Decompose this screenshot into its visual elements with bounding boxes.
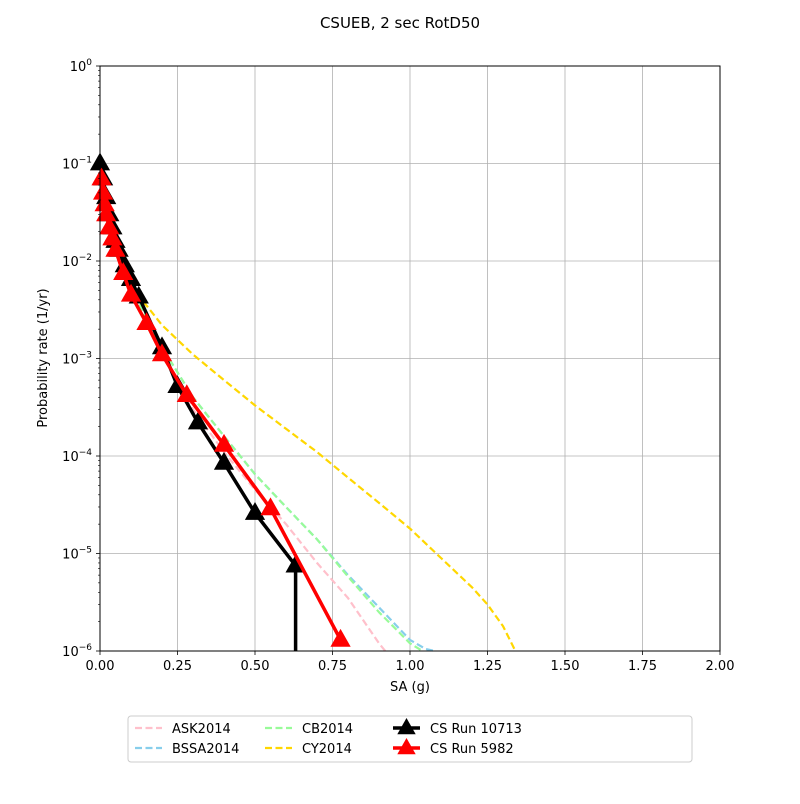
x-tick-label: 2.00 — [706, 659, 735, 674]
legend-label: CB2014 — [302, 722, 353, 737]
legend-label: CS Run 5982 — [430, 742, 514, 757]
series-marker-6 — [96, 203, 117, 222]
y-tick-base: 10 — [62, 645, 79, 660]
x-tick-label: 1.00 — [396, 659, 425, 674]
series-marker-6 — [330, 628, 351, 647]
series-marker-6 — [136, 312, 157, 331]
series-marker-5 — [244, 502, 266, 520]
y-tick-exponent: −4 — [79, 448, 93, 458]
series-marker-6 — [91, 167, 112, 186]
x-axis-label: SA (g) — [390, 680, 430, 695]
legend-label: ASK2014 — [172, 722, 231, 737]
legend-label: CY2014 — [302, 742, 352, 757]
series-line-1 — [98, 163, 387, 652]
series-marker-6 — [120, 283, 142, 302]
y-tick-base: 10 — [70, 60, 87, 75]
legend-marker — [397, 738, 416, 755]
plot-series — [89, 152, 517, 653]
series-line-2 — [98, 163, 436, 653]
y-tick-base: 10 — [62, 548, 79, 563]
y-tick-exponent: 0 — [86, 58, 92, 68]
series-marker-5 — [187, 411, 209, 430]
x-tick-label: 0.75 — [318, 659, 347, 674]
y-tick-exponent: −3 — [79, 351, 92, 361]
series-marker-6 — [99, 216, 120, 235]
y-tick-label: 10−6 — [62, 643, 92, 660]
legend-label: CS Run 10713 — [430, 722, 522, 737]
series-marker-6 — [151, 343, 173, 362]
y-tick-label: 10−3 — [62, 351, 92, 368]
x-tick-label: 1.75 — [628, 659, 657, 674]
series-marker-6 — [92, 181, 114, 200]
y-axis-label: Probability rate (1/yr) — [36, 288, 51, 427]
x-tick-label: 1.50 — [551, 659, 580, 674]
y-tick-label: 100 — [70, 58, 93, 75]
y-tick-label: 10−4 — [62, 448, 92, 465]
y-tick-base: 10 — [62, 158, 79, 173]
chart-title: CSUEB, 2 sec RotD50 — [320, 14, 480, 32]
x-tick-label: 0.25 — [163, 659, 192, 674]
series-marker-6 — [213, 433, 235, 452]
y-tick-label: 10−1 — [62, 156, 92, 173]
x-tick-label: 0.50 — [241, 659, 270, 674]
series-marker-6 — [113, 262, 134, 281]
legend-marker — [397, 718, 416, 735]
y-tick-label: 10−5 — [62, 546, 92, 563]
series-line-3 — [98, 163, 423, 652]
series-marker-6 — [105, 238, 126, 257]
y-tick-base: 10 — [62, 353, 79, 368]
series-marker-6 — [176, 384, 197, 403]
axes: 0.00 0.25 0.50 0.75 1.00 1.25 1.50 1.75 2.001001… — [62, 58, 734, 674]
series-marker-6 — [102, 227, 123, 246]
y-tick-exponent: −6 — [79, 643, 93, 653]
series-marker-6 — [260, 497, 281, 516]
y-tick-exponent: −5 — [79, 546, 92, 556]
x-tick-label: 1.25 — [473, 659, 502, 674]
y-tick-base: 10 — [62, 255, 79, 270]
grid — [99, 65, 721, 652]
legend-label: BSSA2014 — [172, 742, 239, 757]
legend: ASK2014 BSSA2014 CB2014 CY2014 CS Run 10713 C… — [127, 715, 693, 763]
series-marker-5 — [213, 451, 235, 470]
y-tick-label: 10−2 — [62, 253, 92, 270]
x-tick-label: 0.00 — [86, 659, 115, 674]
y-tick-exponent: −1 — [79, 156, 92, 166]
series-line-6 — [99, 178, 343, 641]
y-tick-exponent: −2 — [79, 253, 92, 263]
y-tick-base: 10 — [62, 450, 79, 465]
